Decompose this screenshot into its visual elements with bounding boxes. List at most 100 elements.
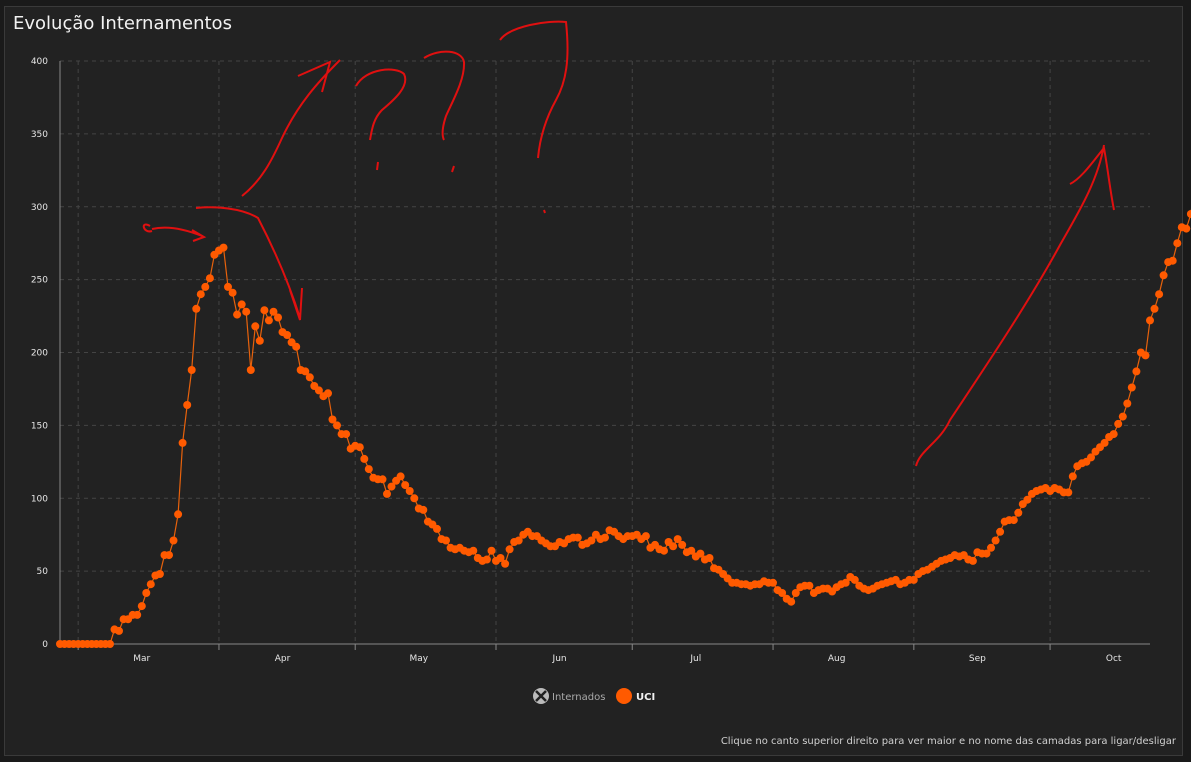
chart-panel: Evolução Internamentos Clique no canto s… (4, 6, 1183, 756)
legend-label-internados: Internados (552, 692, 605, 703)
data-point (387, 482, 396, 491)
data-point (205, 274, 214, 283)
data-point (115, 626, 123, 635)
data-point (264, 316, 273, 325)
data-point (1173, 239, 1182, 248)
data-point (364, 465, 373, 474)
annotation-circle-arrow (142, 223, 207, 242)
data-point (791, 589, 800, 597)
data-point (106, 640, 114, 648)
data-point (1159, 271, 1168, 280)
y-tick-label: 200 (31, 349, 48, 359)
series-line-uci (60, 208, 1191, 645)
annotation-question-mark-2 (423, 50, 466, 173)
data-point (260, 306, 269, 315)
data-point (850, 575, 859, 584)
data-point (283, 331, 292, 339)
data-point (1150, 304, 1159, 313)
chart-title: Evolução Internamentos (13, 13, 232, 34)
data-point (1009, 516, 1018, 525)
annotation-question-mark-1 (355, 68, 407, 171)
data-point (305, 373, 314, 382)
data-point (841, 578, 850, 587)
data-point (573, 533, 582, 542)
data-point (991, 536, 1000, 545)
data-point (269, 307, 278, 316)
data-point (987, 543, 995, 552)
data-point (133, 610, 142, 619)
data-point (1186, 210, 1191, 218)
data-point (1168, 256, 1177, 265)
data-point (1100, 438, 1109, 447)
data-point (673, 535, 682, 544)
data-point (1109, 430, 1118, 439)
data-point (909, 575, 918, 584)
data-point (255, 336, 264, 345)
data-point (174, 510, 183, 519)
data-point (1068, 472, 1077, 481)
data-point (178, 438, 187, 447)
data-point (355, 443, 364, 452)
data-point (187, 366, 196, 374)
data-point (696, 549, 705, 558)
data-point (242, 307, 251, 316)
data-point (1146, 316, 1154, 325)
annotation-down-arrow (195, 206, 303, 321)
legend-item-internados[interactable]: Internados (533, 688, 605, 704)
data-point (705, 554, 714, 562)
data-point (1114, 419, 1123, 428)
x-tick-label: Jun (552, 654, 567, 664)
data-point (201, 282, 210, 291)
data-point (328, 415, 337, 424)
data-point (1141, 351, 1150, 360)
x-tick-label: Sep (969, 654, 986, 664)
y-tick-label: 400 (31, 57, 48, 67)
y-tick-label: 150 (31, 421, 48, 431)
data-point (982, 549, 991, 558)
legend-marker-uci (616, 688, 632, 704)
data-point (433, 524, 441, 533)
data-point (501, 559, 510, 568)
data-point (1132, 367, 1141, 376)
data-point (405, 487, 414, 495)
data-point (482, 555, 491, 564)
data-point (469, 546, 478, 555)
data-point (1064, 488, 1073, 497)
x-axis: Mar Apr May Jun Jul Aug Sep Oct (60, 643, 1150, 664)
data-point (587, 536, 596, 545)
data-point (192, 304, 201, 313)
close-icon (535, 690, 547, 702)
x-tick-label: Aug (828, 654, 846, 664)
data-point (496, 554, 505, 562)
data-point (324, 389, 332, 398)
legend-item-uci[interactable]: UCI (616, 688, 655, 704)
data-point (641, 532, 650, 541)
data-point (219, 243, 228, 252)
data-point (1014, 508, 1023, 517)
chart-grid (60, 60, 1150, 644)
data-point (378, 475, 387, 484)
data-point (1182, 224, 1191, 233)
data-point (778, 589, 787, 597)
data-point (442, 536, 450, 545)
handwritten-annotations (142, 20, 1115, 467)
data-point (601, 533, 609, 542)
data-point (165, 551, 173, 560)
footer-hint: Clique no canto superior direito para ve… (720, 736, 1176, 747)
data-point (1118, 412, 1127, 421)
y-tick-label: 350 (31, 130, 48, 140)
data-point (137, 602, 146, 611)
data-point (996, 527, 1005, 536)
data-point (410, 494, 419, 503)
x-tick-label: Apr (275, 654, 291, 664)
data-point (669, 542, 678, 551)
data-point (301, 367, 310, 376)
data-point (196, 290, 205, 299)
data-point (383, 489, 391, 498)
data-point (769, 578, 777, 587)
chart-legend: Internados UCI (533, 688, 655, 704)
y-tick-label: 100 (31, 494, 48, 504)
y-tick-label: 300 (31, 203, 48, 213)
data-point (251, 322, 260, 331)
